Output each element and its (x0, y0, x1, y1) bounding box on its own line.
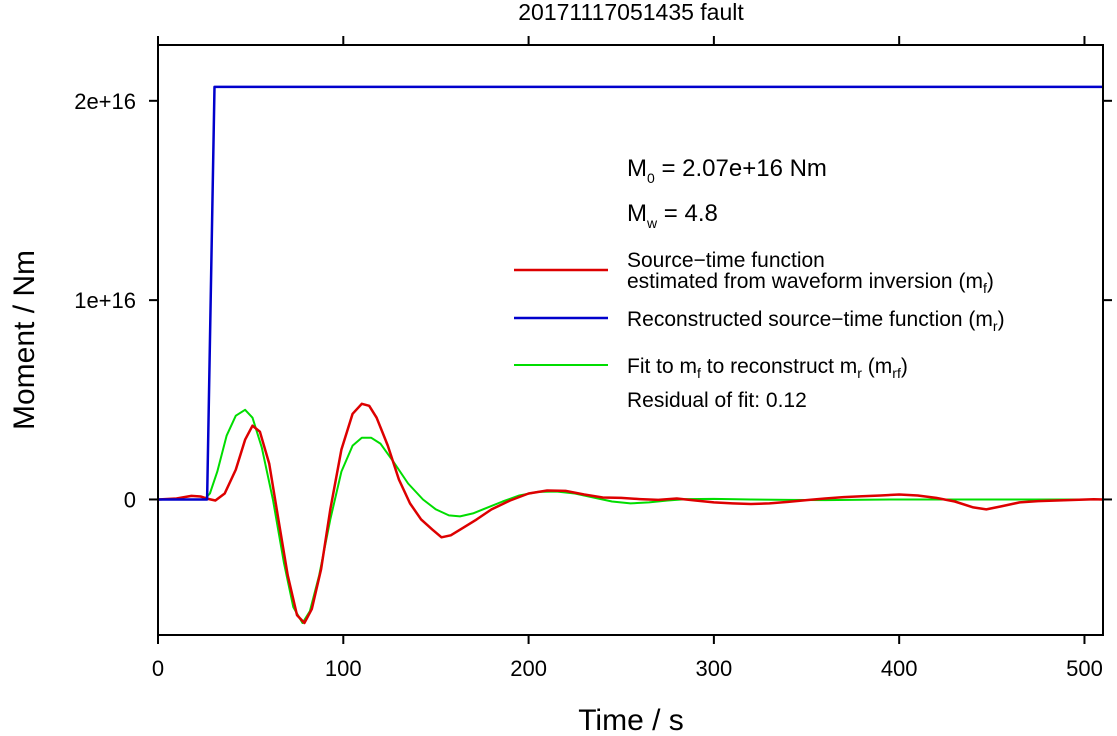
y-axis: 0 1e+16 2e+16 (74, 89, 1112, 512)
series-line-reconstructed (158, 85, 1103, 501)
series-line-fit (158, 408, 1103, 624)
series-line-source-time-function (157, 402, 1104, 625)
y-tick-label: 2e+16 (74, 89, 136, 114)
x-axis: 0 100 200 300 400 500 (152, 36, 1103, 681)
y-tick-label: 0 (124, 487, 136, 512)
chart-title: 20171117051435 fault (518, 0, 744, 25)
legend-label-source-time-function-line1: Source−time function (627, 249, 825, 272)
x-tick-label: 200 (510, 656, 547, 681)
legend-label-reconstructed: Reconstructed source−time function (mr) (627, 308, 1005, 334)
plot-frame (157, 44, 1104, 636)
residual-annotation: Residual of fit: 0.12 (627, 389, 807, 412)
x-tick-label: 300 (696, 656, 733, 681)
x-tick-label: 100 (325, 656, 362, 681)
plot-lines (157, 85, 1104, 625)
y-tick-label: 1e+16 (74, 288, 136, 313)
x-tick-label: 0 (152, 656, 164, 681)
m0-annotation: M0 = 2.07e+16 Nm (627, 155, 827, 186)
x-tick-label: 500 (1066, 656, 1103, 681)
legend: Source−time function estimated from wave… (514, 249, 1005, 412)
mw-annotation: Mw = 4.8 (627, 200, 718, 231)
legend-label-fit: Fit to mf to reconstruct mr (mrf) (627, 355, 908, 381)
y-axis-label: Moment / Nm (8, 250, 41, 430)
x-axis-label: Time / s (578, 704, 684, 736)
x-tick-label: 400 (881, 656, 918, 681)
legend-label-source-time-function-line2: estimated from waveform inversion (mf) (627, 270, 994, 296)
